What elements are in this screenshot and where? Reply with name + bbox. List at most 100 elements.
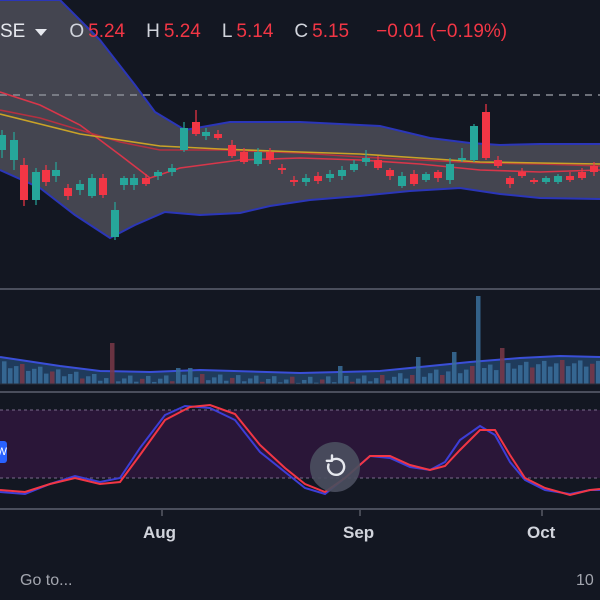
candle-body [326,174,334,178]
candle-down [266,148,274,164]
volume-bar [158,378,163,384]
candle-body [202,132,210,136]
volume-bar [212,377,217,384]
x-axis-label-aug: Aug [143,523,177,542]
candle-body [446,164,454,180]
volume-bar [362,375,367,384]
candle-body [228,145,236,156]
volume-bar [422,376,427,384]
candle-down [410,170,418,186]
candle-up [32,168,40,205]
candle-down [20,158,28,206]
volume-bar [470,366,475,384]
candle-down [192,110,200,136]
volume-bar [254,375,259,384]
candle-body [142,178,150,184]
volume-bar [434,369,439,384]
candle-body [278,168,286,170]
volume-bar [272,376,277,384]
candlesticks [0,104,598,240]
candle-body [302,178,310,182]
candle-body [410,174,418,184]
oscillator-tag[interactable]: W [0,441,7,463]
volume-bar [86,376,91,384]
volume-histogram [0,296,600,385]
volume-bar [338,366,343,384]
candle-body [52,170,60,176]
candle-up [52,162,60,182]
chevron-down-icon[interactable] [35,28,48,36]
candle-body [398,176,406,186]
range-label[interactable]: 10 [576,572,594,589]
candle-body [10,140,18,160]
candle-up [168,164,176,176]
candle-up [422,172,430,182]
volume-bar [428,373,433,384]
volume-bar [386,380,391,384]
volume-bar [374,378,379,384]
ma-dark-red-line [0,109,600,167]
candle-down [590,162,598,176]
candle-down [482,104,490,160]
candle-body [386,170,394,176]
candle-up [302,174,310,186]
candle-up [458,148,466,162]
volume-bar [548,366,553,384]
volume-bar [176,368,181,384]
candle-up [338,166,346,180]
volume-bar [452,352,457,384]
candle-up [120,176,128,190]
candle-down [494,156,502,168]
candle-down [566,172,574,182]
candle-body [350,164,358,170]
candle-down [240,148,248,164]
candle-body [214,134,222,138]
candle-down [228,140,236,158]
volume-bar [260,381,265,384]
candle-body [32,172,40,200]
volume-bar [170,381,175,384]
volume-bar [464,369,469,384]
volume-bar [248,378,253,384]
ma-yellow-line [0,113,600,165]
candle-body [470,126,478,160]
candle-body [518,172,526,176]
volume-bar [62,376,67,384]
candle-body [482,112,490,158]
goto-button[interactable]: Go to... [20,572,73,589]
candle-down [434,170,442,182]
candle-body [542,178,550,182]
volume-bar [218,374,223,384]
volume-bar [320,379,325,384]
low-label: L [221,21,233,42]
volume-bar [404,378,409,384]
volume-bar [194,377,199,384]
candle-down [530,178,538,184]
symbol-name[interactable]: SE [0,21,26,42]
volume-bar [278,382,283,384]
volume-bar [314,382,319,384]
candle-down [374,156,382,170]
low-value: 5.14 [236,21,274,42]
candle-body [254,152,262,164]
volume-bar [482,368,487,384]
candle-body [314,176,322,181]
volume-bar [596,360,600,384]
reset-chart-button[interactable] [310,442,360,492]
volume-bar [584,366,589,384]
candle-up [398,172,406,188]
candle-up [76,180,84,195]
volume-bar [206,380,211,384]
open-label: O [69,21,85,42]
candle-up [254,148,262,166]
candle-up [350,160,358,172]
volume-bar [512,368,517,384]
candle-body [120,178,128,185]
volume-bar [590,363,595,384]
candle-up [542,176,550,184]
candle-body [0,135,6,150]
candle-body [458,158,466,160]
candle-body [578,172,586,178]
volume-bar [458,373,463,384]
